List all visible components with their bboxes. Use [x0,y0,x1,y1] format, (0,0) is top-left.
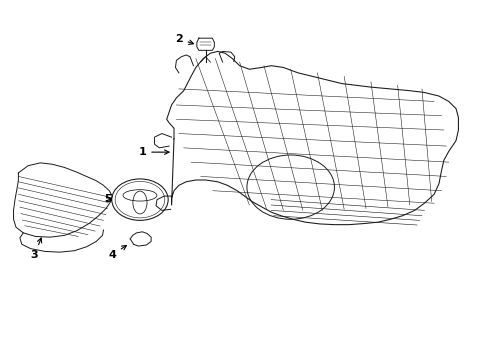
Text: 3: 3 [31,238,41,260]
Text: 5: 5 [104,194,112,204]
Text: 1: 1 [138,147,169,157]
Text: 2: 2 [175,34,193,44]
Text: 4: 4 [108,246,126,260]
